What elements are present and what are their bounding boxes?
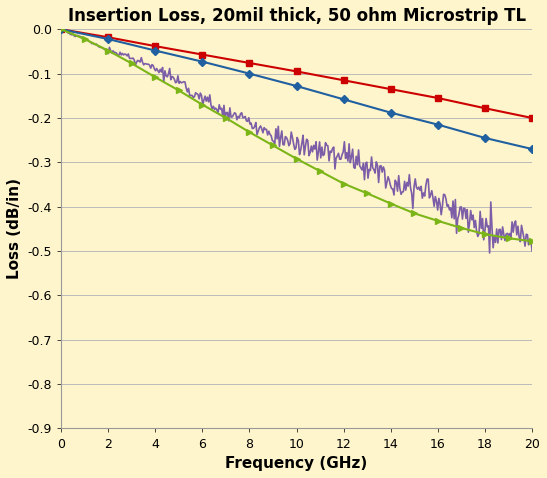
Title: Insertion Loss, 20mil thick, 50 ohm Microstrip TL: Insertion Loss, 20mil thick, 50 ohm Micr… — [67, 7, 526, 25]
Y-axis label: Loss (dB/in): Loss (dB/in) — [7, 178, 22, 279]
X-axis label: Frequency (GHz): Frequency (GHz) — [225, 456, 368, 471]
